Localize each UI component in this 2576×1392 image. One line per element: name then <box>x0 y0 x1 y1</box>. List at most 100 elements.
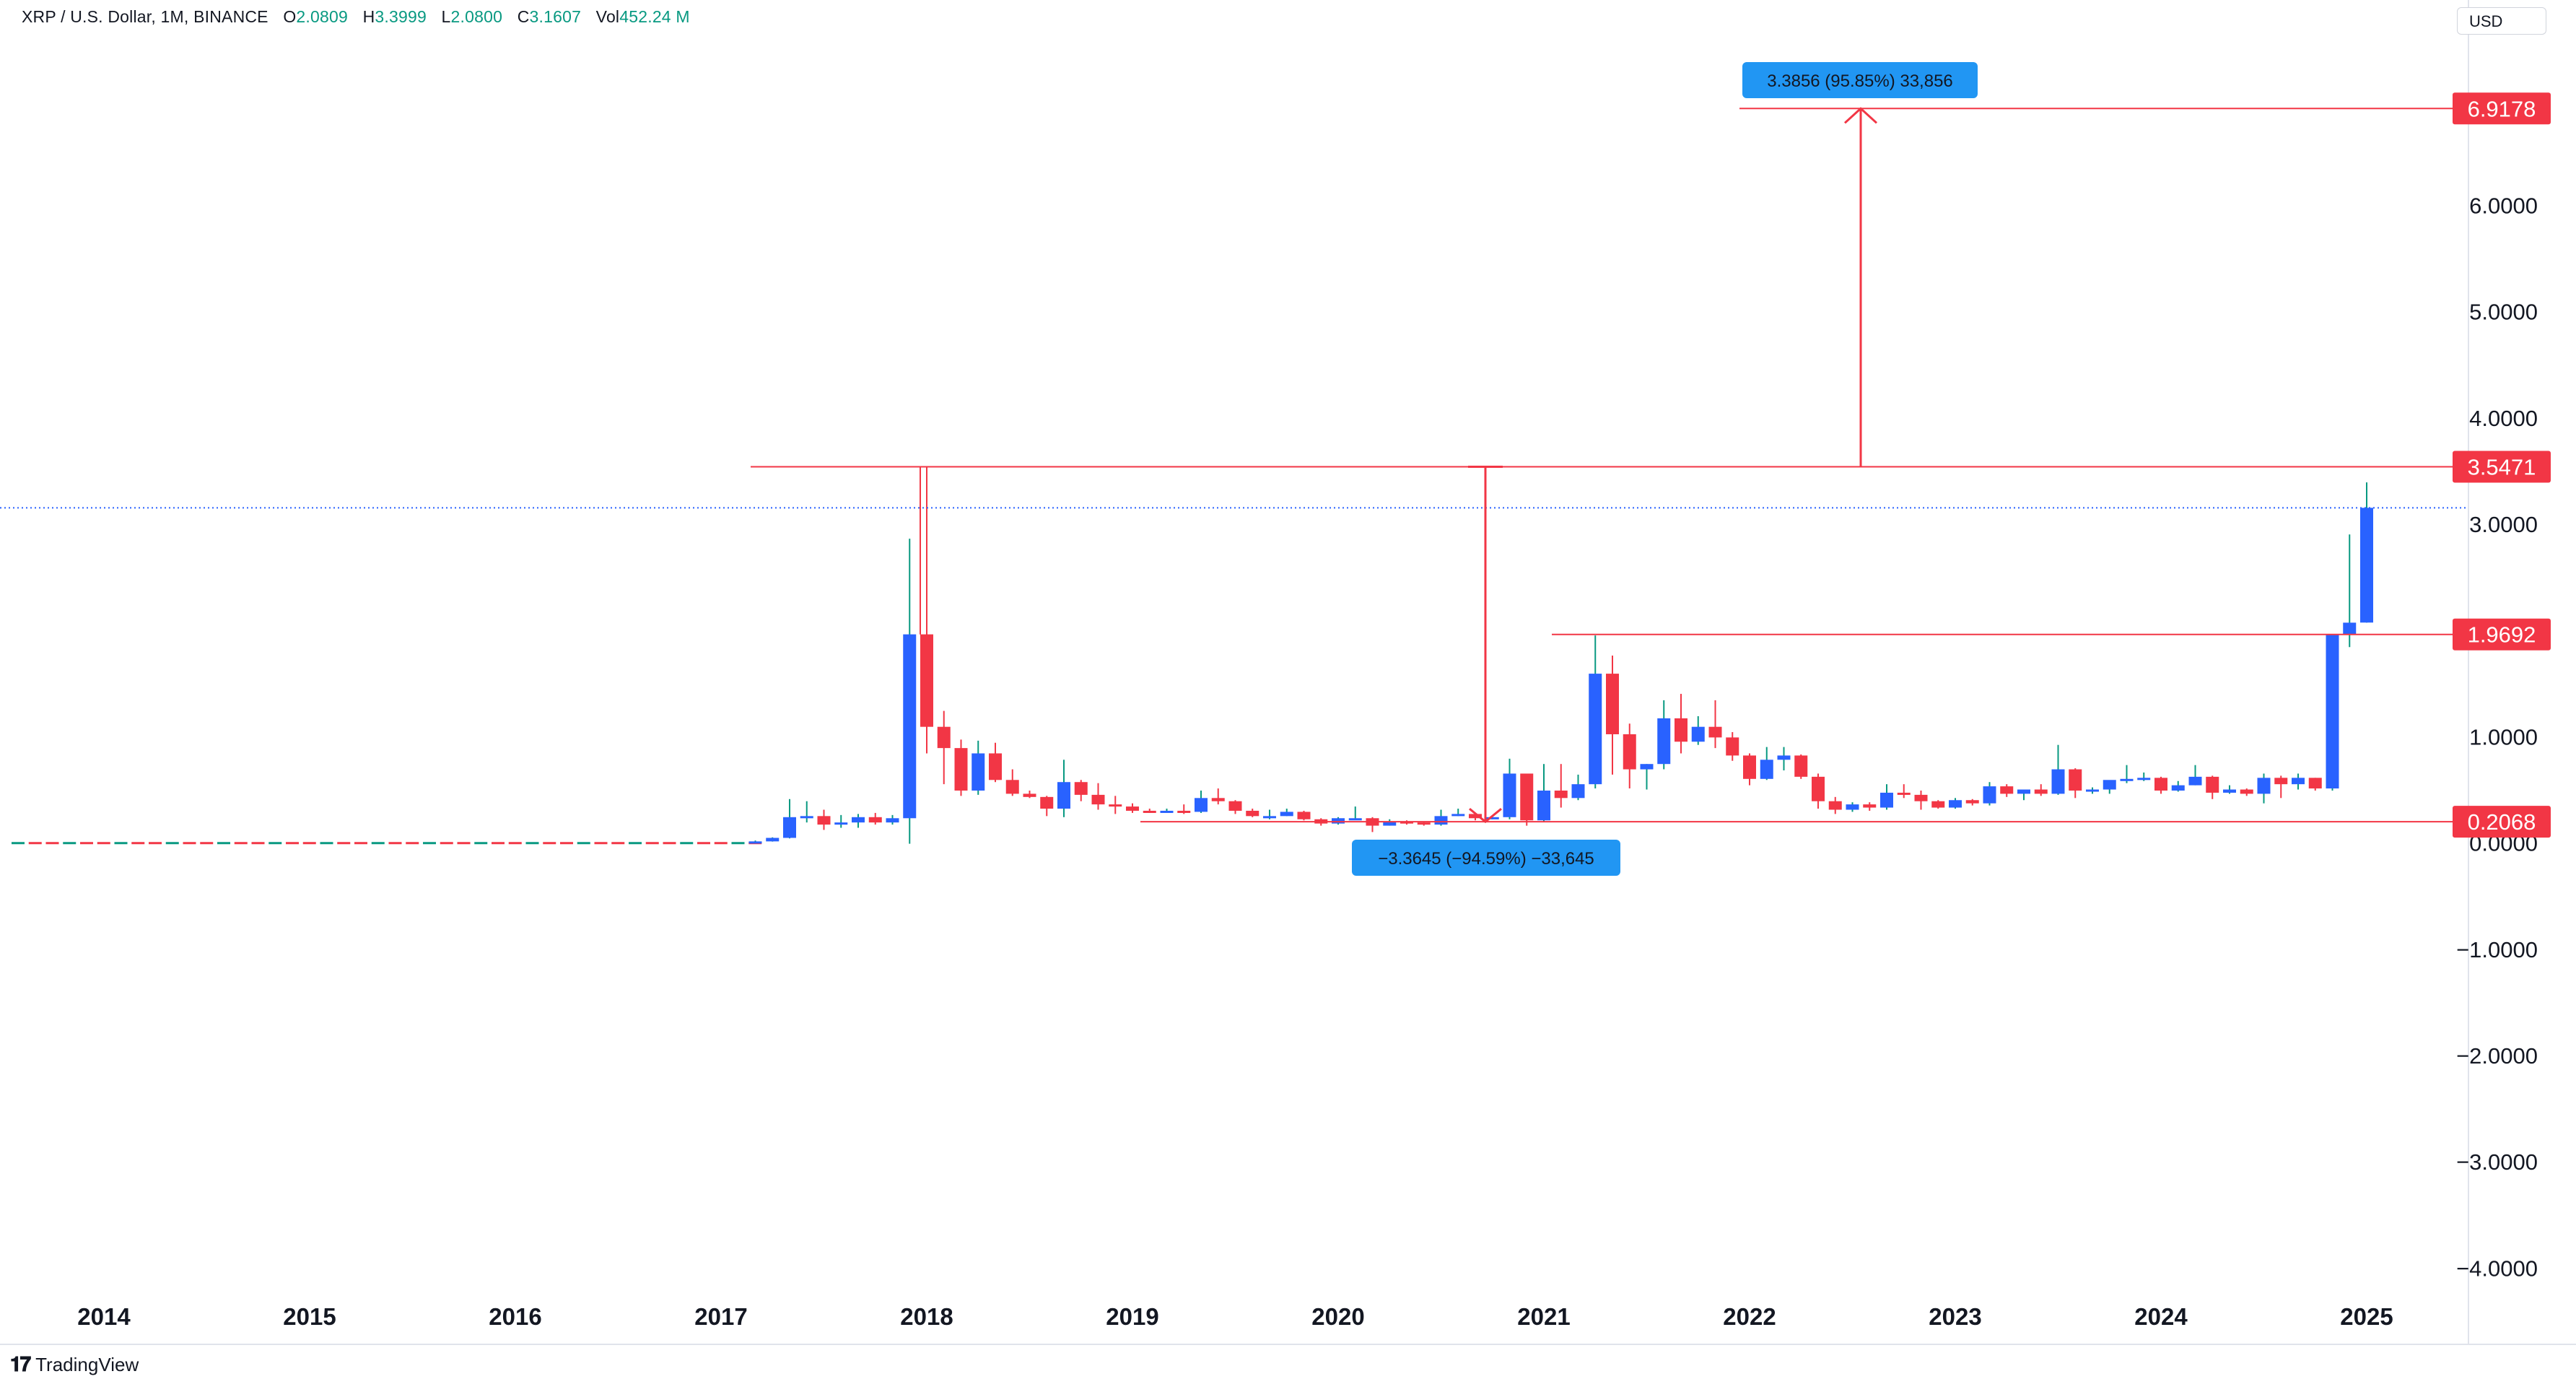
candle-body-2019-06 <box>1211 798 1225 801</box>
candle-body-2021-08 <box>1657 718 1671 765</box>
candle-body-2020-07 <box>1434 816 1448 825</box>
y-tick-label: −3.0000 <box>2456 1149 2538 1175</box>
candle-body-2019-07 <box>1228 801 1242 811</box>
measure-up-label-box <box>1742 62 1978 98</box>
x-tick-2019: 2019 <box>1106 1303 1158 1330</box>
x-tick-2021: 2021 <box>1517 1303 1570 1330</box>
candle-body-2020-11 <box>1503 773 1516 817</box>
candle-body-2024-11 <box>2326 634 2339 789</box>
candle-body-2021-06 <box>1623 734 1636 770</box>
y-axis: 6.00005.00004.00003.00001.00000.0000−1.0… <box>2453 92 2551 1281</box>
candle-body-2018-07 <box>1023 793 1036 797</box>
candle-body-2021-07 <box>1640 764 1654 770</box>
candle-body-2022-02 <box>1760 760 1773 779</box>
candle-body-2023-12 <box>2137 778 2151 780</box>
candle-body-2017-04 <box>766 838 780 842</box>
x-tick-2018: 2018 <box>900 1303 953 1330</box>
arrow-up-icon <box>1843 107 1878 124</box>
price-label-0.2068: 0.2068 <box>2468 809 2536 835</box>
candle-body-2021-01 <box>1537 791 1550 821</box>
candle-body-2022-12 <box>1931 801 1945 808</box>
candle-body-2021-04 <box>1589 674 1602 785</box>
symbol-header: XRP / U.S. Dollar, 1M, BINANCE O2.0809 H… <box>22 7 690 27</box>
candle-body-2019-04 <box>1177 810 1191 813</box>
candle-body-2024-05 <box>2223 789 2236 793</box>
low-value: 2.0800 <box>450 7 503 26</box>
candle-body-2017-03 <box>748 841 762 844</box>
open-value: 2.0809 <box>296 7 348 26</box>
candle-body-2020-08 <box>1451 814 1465 817</box>
candle-body-2023-06 <box>2034 789 2048 794</box>
candle-body-2018-02 <box>937 726 951 749</box>
brand-name: TradingView <box>35 1354 139 1375</box>
candle-body-2021-11 <box>1708 726 1722 738</box>
close-value: 3.1607 <box>529 7 582 26</box>
measure-down-label-box <box>1352 840 1620 876</box>
candle-body-2018-04 <box>972 753 985 791</box>
candle-body-2021-03 <box>1571 784 1585 799</box>
candle-body-2019-09 <box>1263 816 1276 819</box>
price-label-box <box>2453 618 2551 651</box>
y-tick-label: 3.0000 <box>2469 512 2538 537</box>
measure-tools-layer: −3.3645 (−94.59%) −33,645 3.3856 (95.85%)… <box>1352 62 1978 876</box>
candle-body-2017-09 <box>852 817 865 823</box>
candle-body-2020-01 <box>1332 818 1345 824</box>
y-tick-label: −1.0000 <box>2456 937 2538 962</box>
close-label: C <box>517 7 530 26</box>
x-tick-2025: 2025 <box>2340 1303 2393 1330</box>
currency-selector[interactable]: USD <box>2457 7 2546 35</box>
candle-body-2024-07 <box>2257 778 2271 794</box>
price-label-box <box>2453 451 2551 483</box>
candle-body-2022-10 <box>1897 792 1911 795</box>
x-tick-2016: 2016 <box>489 1303 541 1330</box>
measure-down-label: −3.3645 (−94.59%) −33,645 <box>1378 849 1594 869</box>
candle-body-2023-05 <box>2017 789 2030 794</box>
candle-body-2024-06 <box>2240 789 2253 794</box>
candle-body-2017-12 <box>903 634 917 819</box>
candle-body-2018-11 <box>1091 794 1105 805</box>
price-scale-divider <box>0 0 2576 1345</box>
candle-body-2018-05 <box>989 753 1002 780</box>
high-label: H <box>362 7 375 26</box>
candle-body-2020-02 <box>1348 818 1362 821</box>
x-axis: 2014 2015 2016 2017 2018 2019 2020 2021 2022 2023… <box>77 1303 2393 1330</box>
candle-body-2024-04 <box>2206 776 2219 793</box>
price-label-box <box>2453 92 2551 125</box>
candle-body-2018-09 <box>1057 782 1070 809</box>
candle-body-2019-02 <box>1143 810 1156 813</box>
high-value: 3.3999 <box>375 7 427 26</box>
candle-body-2021-09 <box>1675 718 1688 742</box>
candle-body-2023-10 <box>2103 780 2116 790</box>
candle-body-2022-09 <box>1880 792 1893 808</box>
candle-body-2022-07 <box>1846 804 1859 810</box>
x-tick-2017: 2017 <box>694 1303 747 1330</box>
y-tick-label: 1.0000 <box>2469 724 2538 749</box>
tradingview-brand[interactable]: 𝟏𝟕 TradingView <box>10 1353 139 1377</box>
candle-body-2018-10 <box>1074 782 1088 795</box>
y-tick-label: 5.0000 <box>2469 300 2538 325</box>
candle-body-2017-07 <box>817 816 831 825</box>
candle-body-2018-12 <box>1109 804 1122 807</box>
volume-value: 452.24 M <box>619 7 690 26</box>
y-tick-label: 4.0000 <box>2469 406 2538 431</box>
volume-label: Vol <box>595 7 620 26</box>
candle-body-2017-06 <box>800 816 813 819</box>
candle-body-2020-10 <box>1485 817 1499 819</box>
x-tick-2020: 2020 <box>1311 1303 1364 1330</box>
candle-body-2024-03 <box>2188 776 2202 786</box>
candle-body-2023-04 <box>2000 786 2014 794</box>
candle-body-2022-08 <box>1863 804 1877 808</box>
candle-body-2019-08 <box>1246 810 1259 817</box>
horizontal-levels-layer <box>0 108 2468 823</box>
open-label: O <box>283 7 297 26</box>
y-tick-label: −4.0000 <box>2456 1256 2538 1281</box>
x-tick-2014: 2014 <box>77 1303 131 1330</box>
candle-body-2023-02 <box>1965 800 1979 804</box>
price-label-3.5471: 3.5471 <box>2468 454 2536 479</box>
candle-body-2017-05 <box>783 817 796 838</box>
symbol-title[interactable]: XRP / U.S. Dollar, 1M, BINANCE <box>22 7 268 26</box>
candle-body-2024-12 <box>2343 622 2357 635</box>
candle-body-2021-05 <box>1606 674 1619 734</box>
